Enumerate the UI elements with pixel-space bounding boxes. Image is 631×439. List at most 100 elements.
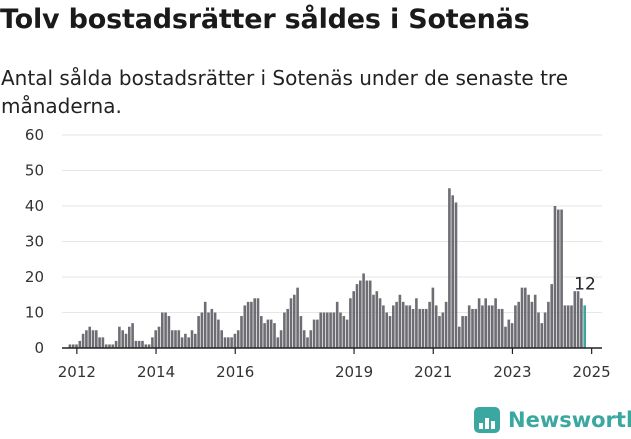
bar	[563, 305, 567, 348]
bar	[487, 305, 491, 348]
bar	[431, 287, 435, 348]
bar	[227, 337, 230, 348]
bar	[223, 337, 227, 348]
bar	[131, 323, 134, 348]
bar	[368, 280, 372, 348]
bar	[174, 330, 177, 348]
bar	[471, 308, 474, 348]
bar	[187, 337, 190, 348]
bar	[286, 308, 289, 348]
bar	[137, 340, 141, 348]
bar	[319, 312, 322, 348]
bar	[197, 316, 200, 348]
bar	[434, 305, 438, 348]
bar	[352, 291, 355, 348]
bar	[85, 330, 88, 348]
bar	[418, 308, 421, 348]
y-tick-label: 60	[25, 126, 44, 144]
bar	[500, 308, 504, 348]
bar	[494, 298, 497, 348]
last-value-label: 12	[574, 274, 596, 294]
bar	[256, 298, 260, 348]
bar	[210, 308, 214, 348]
x-tick-label: 2021	[414, 363, 452, 381]
bar	[203, 301, 207, 348]
bar	[95, 330, 98, 348]
x-tick-label: 2019	[335, 363, 373, 381]
bar	[266, 319, 270, 348]
bar	[520, 287, 524, 348]
bar	[461, 316, 464, 348]
bar	[411, 308, 415, 348]
bar	[253, 298, 256, 348]
bar	[167, 316, 171, 348]
bar	[342, 316, 346, 348]
bar	[398, 294, 402, 348]
bar	[484, 298, 487, 348]
y-tick-label: 50	[25, 162, 44, 180]
bar	[405, 305, 408, 348]
bar	[289, 298, 293, 348]
bar	[309, 330, 313, 348]
bar	[161, 312, 164, 348]
bar	[108, 344, 111, 348]
x-axis: 2012 2014 2016 2019 2021 2023 2025	[58, 348, 611, 381]
bar	[141, 340, 144, 348]
bar	[157, 326, 161, 348]
bar	[250, 301, 253, 348]
bar	[566, 305, 570, 348]
bar	[124, 333, 128, 348]
bar	[293, 294, 296, 348]
bar	[296, 287, 299, 348]
y-tick-label: 40	[25, 197, 44, 215]
bar	[514, 305, 517, 348]
bar	[497, 308, 501, 348]
bar	[88, 326, 91, 348]
y-tick-label: 10	[25, 304, 44, 322]
x-tick-label: 2023	[493, 363, 531, 381]
x-tick-label: 2014	[137, 363, 175, 381]
bar	[388, 316, 392, 348]
bar	[378, 298, 382, 348]
bar	[236, 330, 240, 348]
bar	[504, 326, 507, 348]
bar	[375, 291, 379, 348]
bar	[359, 280, 362, 348]
bar	[467, 305, 471, 348]
bar	[81, 333, 85, 348]
bar	[104, 344, 108, 348]
bar	[550, 284, 553, 348]
bar	[246, 301, 250, 348]
bar	[401, 301, 405, 348]
newsworthy-logo: Newsworthy	[474, 407, 631, 433]
bar	[507, 319, 511, 348]
bar	[213, 312, 217, 348]
bar	[451, 195, 454, 348]
bar	[121, 330, 124, 348]
bar	[230, 337, 233, 348]
x-tick-label: 2016	[216, 363, 254, 381]
bar	[220, 330, 223, 348]
bar	[194, 333, 197, 348]
bar	[537, 312, 540, 348]
x-tick-label: 2012	[58, 363, 96, 381]
bar	[362, 273, 365, 348]
bar	[316, 319, 319, 348]
brand-name: Newsworthy	[508, 408, 631, 432]
y-tick-label: 30	[25, 233, 44, 251]
bar	[372, 294, 375, 348]
bar-chart-icon	[474, 407, 500, 433]
bar	[68, 344, 72, 348]
bar	[240, 316, 243, 348]
bar	[530, 301, 534, 348]
bar	[170, 330, 174, 348]
page-title: Tolv bostadsrätter såldes i Sotenäs	[0, 4, 530, 35]
bar	[78, 340, 82, 348]
bar	[392, 305, 395, 348]
bar	[98, 337, 101, 348]
bar	[355, 284, 359, 348]
bar	[540, 323, 544, 348]
bar	[547, 301, 550, 348]
bar	[580, 298, 583, 348]
